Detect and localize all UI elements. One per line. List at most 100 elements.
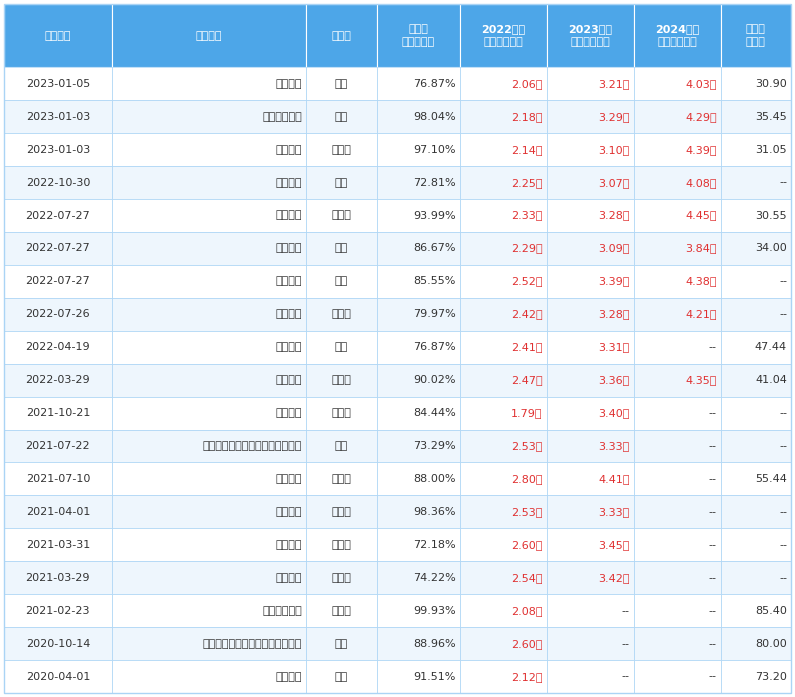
Text: 35.45: 35.45 xyxy=(755,112,787,122)
Text: 3.28亿: 3.28亿 xyxy=(598,309,630,319)
Text: 4.21亿: 4.21亿 xyxy=(685,309,716,319)
Bar xyxy=(547,561,634,595)
Text: 2022-03-29: 2022-03-29 xyxy=(25,375,90,385)
Bar xyxy=(460,68,547,100)
Text: 88.00%: 88.00% xyxy=(413,474,456,484)
Text: 2021-10-21: 2021-10-21 xyxy=(25,408,90,418)
Bar xyxy=(460,561,547,595)
Text: 88.96%: 88.96% xyxy=(413,638,456,649)
Bar xyxy=(306,595,377,627)
Text: 2022-04-19: 2022-04-19 xyxy=(25,342,90,352)
Text: 3.28亿: 3.28亿 xyxy=(598,210,630,220)
Text: 近三年
预测准确度: 近三年 预测准确度 xyxy=(401,24,435,47)
Bar xyxy=(634,397,720,429)
Text: 4.39亿: 4.39亿 xyxy=(685,145,716,155)
Text: --: -- xyxy=(779,408,787,418)
Bar xyxy=(634,133,720,166)
Bar xyxy=(720,660,791,693)
Bar xyxy=(377,232,460,265)
Text: 85.55%: 85.55% xyxy=(413,277,456,286)
Text: 2.33亿: 2.33亿 xyxy=(511,210,543,220)
Text: 1.79亿: 1.79亿 xyxy=(511,408,543,418)
Text: 中信建投证券: 中信建投证券 xyxy=(262,112,302,122)
Bar xyxy=(4,429,111,463)
Bar xyxy=(4,364,111,397)
Bar xyxy=(306,429,377,463)
Bar xyxy=(377,627,460,660)
Text: 76.87%: 76.87% xyxy=(413,342,456,352)
Bar xyxy=(634,331,720,364)
Text: 2021-03-31: 2021-03-31 xyxy=(25,539,90,550)
Bar xyxy=(4,298,111,331)
Bar xyxy=(4,627,111,660)
Bar xyxy=(111,561,306,595)
Bar xyxy=(111,397,306,429)
Text: 31.05: 31.05 xyxy=(755,145,787,155)
Text: 30.55: 30.55 xyxy=(755,210,787,220)
Text: 30.90: 30.90 xyxy=(755,79,787,89)
Text: 万联证券: 万联证券 xyxy=(276,309,302,319)
Text: 中信建投证券: 中信建投证券 xyxy=(262,606,302,615)
Bar xyxy=(377,166,460,199)
Text: 79.97%: 79.97% xyxy=(413,309,456,319)
Bar xyxy=(547,463,634,496)
Bar xyxy=(111,166,306,199)
Bar xyxy=(111,199,306,232)
Text: 夏亦丰: 夏亦丰 xyxy=(332,573,351,583)
Text: 3.29亿: 3.29亿 xyxy=(598,112,630,122)
Bar xyxy=(111,429,306,463)
Text: 黄啸天: 黄啸天 xyxy=(332,606,351,615)
Bar xyxy=(460,298,547,331)
Bar xyxy=(306,397,377,429)
Text: --: -- xyxy=(779,441,787,451)
Text: 研究员: 研究员 xyxy=(332,31,351,40)
Bar xyxy=(377,133,460,166)
Bar xyxy=(377,4,460,68)
Text: 2022-07-27: 2022-07-27 xyxy=(25,210,90,220)
Bar xyxy=(634,528,720,561)
Text: 陈聪: 陈聪 xyxy=(335,243,348,254)
Bar xyxy=(460,463,547,496)
Bar xyxy=(460,199,547,232)
Bar xyxy=(306,4,377,68)
Bar xyxy=(547,660,634,693)
Bar xyxy=(720,166,791,199)
Text: 85.40: 85.40 xyxy=(755,606,787,615)
Text: 目标价
（元）: 目标价 （元） xyxy=(746,24,766,47)
Text: 3.42亿: 3.42亿 xyxy=(598,573,630,583)
Text: 3.40亿: 3.40亿 xyxy=(598,408,630,418)
Bar xyxy=(634,561,720,595)
Text: 袁豪: 袁豪 xyxy=(335,638,348,649)
Text: 3.45亿: 3.45亿 xyxy=(598,539,630,550)
Bar xyxy=(460,232,547,265)
Text: 2.80亿: 2.80亿 xyxy=(511,474,543,484)
Text: --: -- xyxy=(708,342,716,352)
Text: --: -- xyxy=(708,638,716,649)
Bar xyxy=(720,331,791,364)
Text: --: -- xyxy=(708,539,716,550)
Bar xyxy=(377,595,460,627)
Bar xyxy=(111,331,306,364)
Bar xyxy=(547,100,634,133)
Bar xyxy=(460,660,547,693)
Text: 2.41亿: 2.41亿 xyxy=(511,342,543,352)
Bar xyxy=(634,298,720,331)
Bar xyxy=(111,232,306,265)
Text: --: -- xyxy=(779,309,787,319)
Bar xyxy=(720,397,791,429)
Text: 2021-02-23: 2021-02-23 xyxy=(25,606,90,615)
Text: 2021-07-22: 2021-07-22 xyxy=(25,441,90,451)
Text: --: -- xyxy=(622,606,630,615)
Text: --: -- xyxy=(779,539,787,550)
Text: 赵旭翔: 赵旭翔 xyxy=(332,210,351,220)
Bar xyxy=(720,265,791,298)
Text: 3.31亿: 3.31亿 xyxy=(599,342,630,352)
Text: 2022-07-26: 2022-07-26 xyxy=(25,309,90,319)
Text: 机构简称: 机构简称 xyxy=(196,31,223,40)
Text: --: -- xyxy=(622,671,630,682)
Bar xyxy=(547,331,634,364)
Text: --: -- xyxy=(708,474,716,484)
Text: 4.08亿: 4.08亿 xyxy=(685,178,716,187)
Bar xyxy=(111,496,306,528)
Text: 73.29%: 73.29% xyxy=(413,441,456,451)
